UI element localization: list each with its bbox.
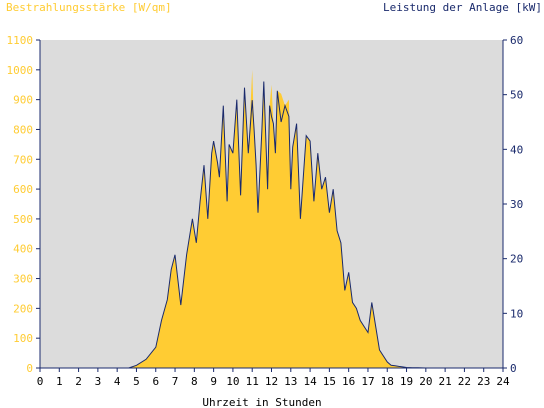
x-tick-label: 19 [400,375,413,388]
y-right-tick-label: 20 [510,253,523,266]
x-tick-label: 2 [75,375,82,388]
x-tick-label: 9 [210,375,217,388]
y-left-tick-label: 800 [13,123,33,136]
y-left-tick-label: 600 [13,183,33,196]
left-axis-title: Bestrahlungsstärke [W/qm] [6,1,172,14]
x-tick-label: 17 [361,375,374,388]
y-right-tick-label: 60 [510,34,523,47]
y-left-tick-label: 1100 [7,34,34,47]
x-axis-title: Uhrzeit in Stunden [202,396,321,408]
x-tick-label: 14 [303,375,317,388]
power-line [40,81,503,369]
y-left-tick-label: 700 [13,153,33,166]
y-right-tick-label: 30 [510,198,523,211]
y-left-tick-label: 0 [26,362,33,375]
x-tick-label: 10 [226,375,239,388]
y-left-tick-label: 500 [13,213,33,226]
y-right-tick-label: 40 [510,143,523,156]
x-tick-label: 3 [95,375,102,388]
x-tick-label: 5 [133,375,140,388]
right-axis-title: Leistung der Anlage [kW] [383,1,542,14]
y-right-tick-label: 0 [510,362,517,375]
x-tick-label: 24 [496,375,510,388]
y-right-tick-label: 50 [510,89,523,102]
x-tick-label: 11 [246,375,259,388]
x-tick-label: 21 [439,375,452,388]
series-layer [40,69,503,369]
x-tick-label: 4 [114,375,121,388]
x-tick-label: 0 [37,375,44,388]
x-tick-label: 7 [172,375,179,388]
y-left-tick-label: 400 [13,243,33,256]
x-tick-label: 13 [284,375,297,388]
x-tick-label: 8 [191,375,198,388]
y-left-tick-label: 300 [13,273,33,286]
x-tick-label: 1 [56,375,63,388]
x-tick-label: 23 [477,375,490,388]
y-left-tick-label: 200 [13,302,33,315]
y-left-tick-label: 100 [13,332,33,345]
y-left-tick-label: 900 [13,94,33,107]
x-tick-label: 12 [265,375,278,388]
y-left-tick-label: 1000 [7,64,34,77]
x-tick-label: 16 [342,375,355,388]
y-right-tick-label: 10 [510,307,523,320]
x-tick-label: 22 [458,375,471,388]
x-tick-label: 20 [419,375,432,388]
x-tick-label: 18 [381,375,394,388]
x-tick-label: 15 [323,375,336,388]
x-tick-label: 6 [152,375,159,388]
ticks-layer: 0 1 2 3 4 5 6 7 8 9 10 11 12 13 14 15 16 17 18 19 20 21 22 23 24… [7,34,524,388]
irradiance-area [40,69,503,369]
